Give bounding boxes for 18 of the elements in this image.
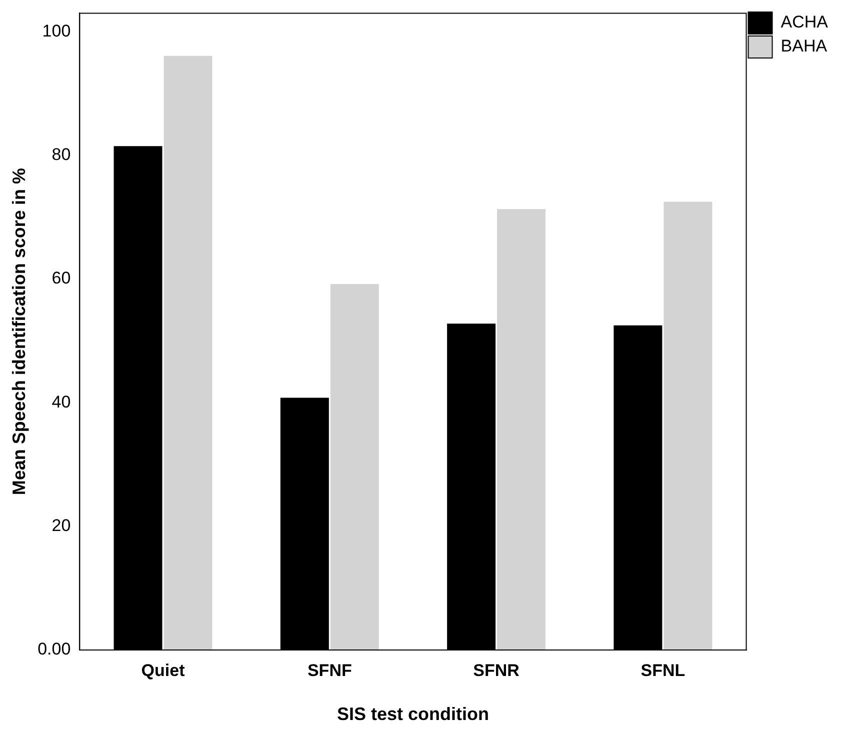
y-tick-label: 80: [52, 145, 71, 164]
legend-label: BAHA: [780, 36, 828, 56]
bar: [497, 209, 546, 650]
y-tick-label: 60: [52, 268, 71, 288]
legend-label: ACHA: [780, 12, 829, 32]
y-tick-label: 0.00: [38, 640, 71, 659]
y-tick-label: 100: [42, 21, 71, 40]
bar: [164, 56, 212, 650]
bar: [664, 202, 712, 650]
y-axis-title: Mean Speech identification score in %: [8, 168, 29, 496]
y-tick-label: 40: [52, 392, 71, 412]
x-tick-label: SFNF: [307, 660, 352, 680]
bar: [330, 284, 379, 650]
x-axis-title: SIS test condition: [336, 704, 489, 724]
y-tick-label: 20: [52, 516, 71, 536]
x-tick-label: SFNL: [640, 660, 686, 680]
x-tick-label: SFNR: [473, 660, 520, 680]
x-tick-label: Quiet: [141, 660, 186, 680]
